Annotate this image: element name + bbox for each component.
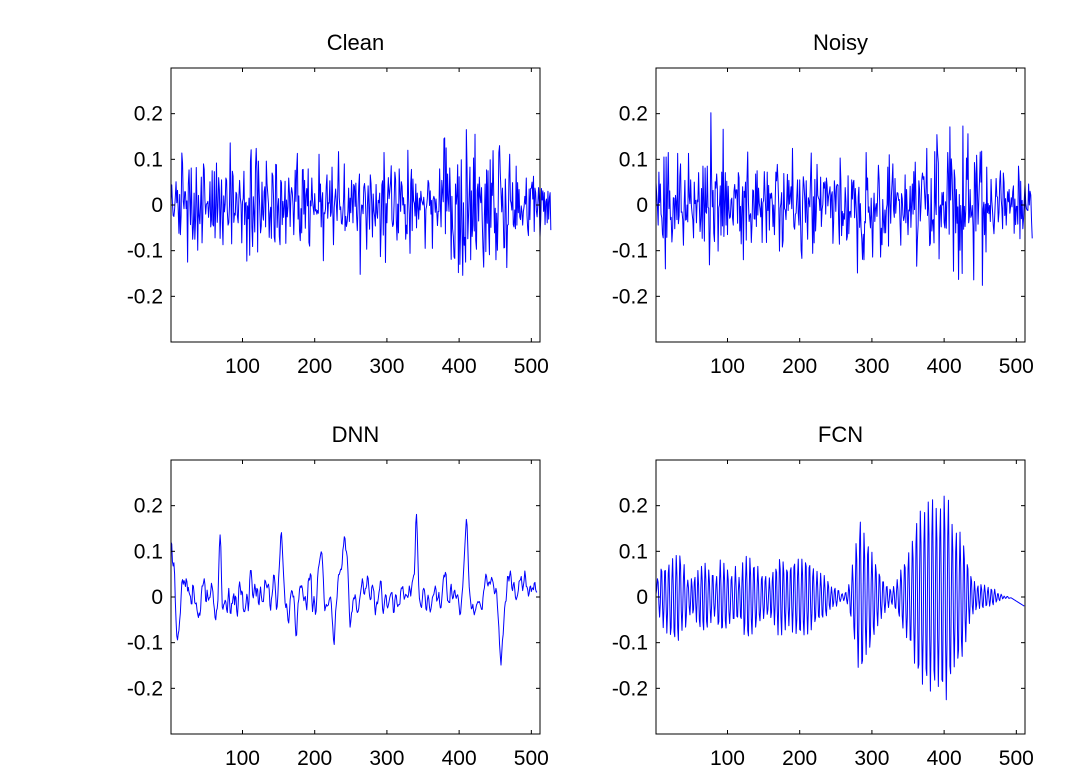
y-tick-label: 0 (151, 586, 163, 609)
x-tick-label: 200 (782, 747, 817, 770)
series-line (655, 112, 1033, 286)
x-tick-label: 400 (442, 747, 477, 770)
x-tick-label: 500 (514, 747, 549, 770)
series-line (655, 495, 1025, 701)
y-tick-label: -0.2 (612, 677, 648, 700)
y-tick-label: 0.1 (619, 540, 648, 563)
x-tick-label: 300 (369, 355, 404, 378)
x-tick-label: 100 (225, 355, 260, 378)
x-tick-label: 300 (854, 747, 889, 770)
subplot-title: FCN (818, 422, 863, 447)
x-tick-label: 400 (442, 355, 477, 378)
x-tick-label: 500 (999, 747, 1034, 770)
y-tick-label: -0.1 (612, 632, 648, 655)
subplot-fcn: FCN 100 200 300 400 500 0.2 0.1 0 -0.1 -0.2 (612, 422, 1034, 770)
y-tick-label: 0.1 (619, 148, 648, 171)
y-tick-label: 0.1 (134, 540, 163, 563)
x-tick-label: 500 (999, 355, 1034, 378)
x-tick-label: 100 (710, 747, 745, 770)
x-tick-label: 500 (514, 355, 549, 378)
x-tick-label: 200 (297, 355, 332, 378)
y-tick-label: 0.2 (619, 495, 648, 518)
y-tick-label: -0.2 (127, 285, 163, 308)
x-tick-label: 100 (710, 355, 745, 378)
y-tick-label: 0 (636, 194, 648, 217)
y-tick-label: 0.1 (134, 148, 163, 171)
y-tick-label: 0 (151, 194, 163, 217)
y-tick-label: 0.2 (134, 495, 163, 518)
x-tick-label: 300 (854, 355, 889, 378)
subplot-title: DNN (332, 422, 380, 447)
series-line (170, 129, 552, 276)
y-tick-label: -0.2 (612, 285, 648, 308)
y-tick-label: 0.2 (134, 103, 163, 126)
y-tick-label: -0.1 (127, 632, 163, 655)
series-line (170, 513, 538, 666)
y-tick-label: 0 (636, 586, 648, 609)
y-tick-label: -0.2 (127, 677, 163, 700)
subplot-title: Noisy (813, 30, 868, 55)
subplot-noisy: Noisy 100 200 300 400 500 0.2 0.1 0 -0.1 -0.2 (612, 30, 1034, 378)
subplot-title: Clean (327, 30, 384, 55)
subplot-clean: Clean 100 200 300 400 500 0.2 0.1 0 -0.1 -0.2 (127, 30, 552, 378)
x-tick-label: 100 (225, 747, 260, 770)
y-tick-label: 0.2 (619, 103, 648, 126)
y-tick-label: -0.1 (612, 240, 648, 263)
x-tick-label: 200 (297, 747, 332, 770)
y-tick-label: -0.1 (127, 240, 163, 263)
subplot-dnn: DNN 100 200 300 400 500 0.2 0.1 0 -0.1 -0.2 (127, 422, 549, 770)
x-tick-label: 400 (927, 355, 962, 378)
x-tick-label: 300 (369, 747, 404, 770)
x-tick-label: 200 (782, 355, 817, 378)
x-tick-label: 400 (927, 747, 962, 770)
